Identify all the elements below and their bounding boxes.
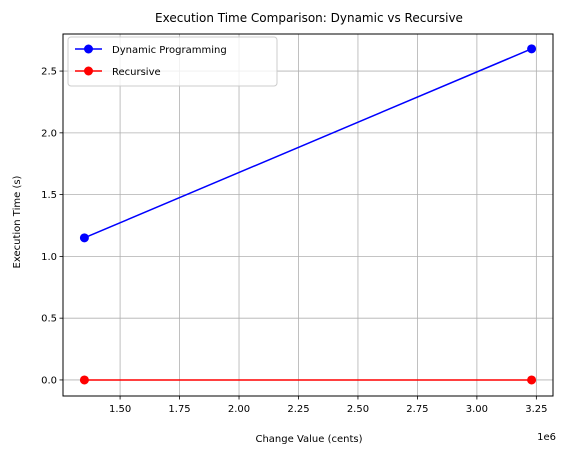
grid — [63, 34, 553, 396]
x-tick-label: 3.00 — [466, 404, 488, 415]
series-1 — [80, 376, 535, 384]
chart-title: Execution Time Comparison: Dynamic vs Re… — [155, 11, 463, 25]
y-tick-label: 0.0 — [41, 375, 57, 386]
axis-ticks: 1.50 1.75 2.00 2.25 2.50 2.75 3.00 3.25 0.0 0.5 1.… — [41, 67, 547, 415]
plot-area-frame — [63, 34, 553, 396]
plot-series — [80, 45, 535, 384]
x-tick-label: 3.25 — [525, 404, 547, 415]
legend-marker — [85, 45, 93, 53]
legend-label: Recursive — [112, 67, 161, 78]
x-axis-label: Change Value (cents) — [255, 434, 362, 445]
x-tick-label: 2.25 — [287, 404, 309, 415]
x-tick-label: 2.50 — [347, 404, 369, 415]
x-tick-label: 2.75 — [406, 404, 428, 415]
x-tick-label: 1.50 — [109, 404, 131, 415]
data-point — [80, 234, 88, 242]
x-axis-offset-label: 1e6 — [537, 432, 556, 443]
legend: Dynamic Programming Recursive — [68, 37, 277, 86]
y-tick-label: 2.5 — [41, 67, 57, 78]
y-tick-label: 2.0 — [41, 128, 57, 139]
data-point — [528, 45, 536, 53]
x-tick-label: 2.00 — [228, 404, 250, 415]
x-tick-label: 1.75 — [168, 404, 190, 415]
data-point — [528, 376, 536, 384]
y-tick-label: 1.5 — [41, 190, 57, 201]
data-point — [80, 376, 88, 384]
y-tick-label: 1.0 — [41, 252, 57, 263]
y-axis-label: Execution Time (s) — [12, 175, 23, 268]
legend-label: Dynamic Programming — [112, 45, 227, 56]
legend-marker — [85, 67, 93, 75]
y-tick-label: 0.5 — [41, 314, 57, 325]
